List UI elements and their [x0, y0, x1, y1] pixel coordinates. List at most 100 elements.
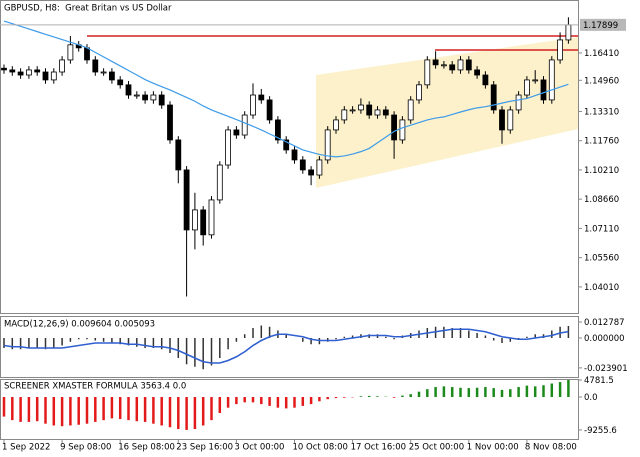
x-tick-label: 17 Oct 16:00 [351, 443, 406, 453]
screener-title: SCREENER XMASTER FORMULA 3563.4 0.0 [4, 382, 186, 392]
y-tick-label: -9255.6 [584, 426, 617, 436]
current-price-box [580, 18, 626, 31]
candle-body [540, 79, 547, 101]
candle-body [133, 94, 140, 97]
candle-body [167, 104, 173, 141]
moving-average [3, 20, 569, 158]
candle-body [440, 64, 447, 67]
candle-body [59, 59, 65, 73]
main-panel-frame [0, 0, 579, 314]
trend-channel [316, 37, 578, 188]
candle-body [17, 71, 24, 76]
candle-body [324, 129, 331, 161]
candle-body [416, 84, 422, 101]
candle-body [175, 139, 182, 171]
candle-body [233, 129, 240, 136]
y-tick-label: -0.023901 [584, 364, 628, 374]
x-tick-label: 9 Sep 08:00 [60, 443, 111, 453]
candle-body [299, 159, 306, 171]
y-tick-label: 1.07110 [584, 224, 619, 234]
y-tick-label: 1.13310 [584, 107, 619, 117]
x-tick-label: 1 Sep 2022 [2, 443, 50, 453]
candle-body [424, 59, 431, 86]
x-tick-label: 10 Oct 08:00 [293, 443, 348, 453]
y-tick-label: 1.14960 [584, 76, 619, 86]
candle-body [333, 119, 339, 131]
candle-body [183, 169, 190, 231]
candle-body [374, 109, 381, 116]
candle-body [490, 84, 497, 111]
candle-body [474, 69, 481, 76]
candle-body [366, 104, 373, 116]
candle-body [341, 109, 348, 121]
candle-body [432, 59, 439, 66]
screener-panel-frame [0, 379, 579, 440]
x-tick-label: 3 Oct 00:00 [234, 443, 284, 453]
candle-body [92, 59, 99, 73]
candle-body [548, 59, 555, 101]
candle-body [499, 109, 505, 131]
candle-body [200, 209, 207, 236]
candle-body [407, 99, 414, 121]
x-tick-label: 25 Oct 00:00 [409, 443, 464, 453]
candle-body [34, 69, 41, 73]
candle-body [250, 94, 256, 116]
current-price-label: 1.17899 [583, 21, 618, 31]
candle-body [50, 71, 57, 81]
candle-body [84, 47, 90, 61]
candle-body [274, 119, 281, 141]
y-tick-label: 0.0 [584, 393, 598, 403]
candle-body [565, 24, 572, 41]
candle-body [117, 79, 124, 86]
x-tick-label: 16 Sep 08:00 [118, 443, 175, 453]
candle-body [142, 94, 149, 101]
candle-body [258, 94, 265, 101]
x-tick-label: 8 Nov 08:00 [525, 443, 577, 453]
y-tick-label: 1.05560 [584, 254, 619, 264]
candle-body [291, 149, 298, 161]
y-tick-label: 1.16410 [584, 49, 619, 59]
candle-body [524, 79, 530, 96]
candle-body [266, 99, 273, 121]
candle-body [158, 94, 165, 106]
candle-body [109, 71, 115, 81]
candle-body [482, 74, 489, 86]
candle-body [25, 69, 32, 76]
candle-body [349, 109, 356, 112]
x-tick-label: 23 Sep 16:00 [176, 443, 233, 453]
candle-body [42, 71, 49, 81]
y-tick-label: 1.04010 [584, 283, 619, 293]
candle-body [225, 129, 232, 166]
chart-title: GBPUSD, H8: Great Britan vs US Dollar [4, 4, 172, 14]
candle-body [515, 94, 522, 111]
y-tick-label: 0.000000 [584, 334, 625, 344]
candle-body [241, 114, 248, 136]
candle-body [382, 109, 389, 116]
candle-body [399, 119, 406, 141]
signal-line [3, 328, 569, 364]
candle-body [457, 59, 464, 71]
candle-body [150, 94, 157, 101]
y-tick-label: 1.11760 [584, 137, 619, 147]
candle-body [316, 159, 323, 176]
candle-body [532, 79, 539, 82]
candle-body [391, 114, 398, 141]
candle-body [208, 199, 215, 236]
candle-body [125, 84, 132, 96]
y-tick-label: 1.10210 [584, 166, 619, 176]
y-tick-label: 1.08660 [584, 195, 619, 205]
candle-body [357, 104, 364, 111]
candle-body [100, 71, 107, 74]
y-tick-label: 0.012787 [584, 318, 625, 328]
y-tick-label: 4781.5 [584, 376, 614, 386]
candle-body [449, 64, 456, 71]
candle-body [465, 59, 472, 71]
candle-body [67, 44, 74, 61]
macd-panel-frame [0, 316, 579, 378]
candle-body [191, 209, 198, 231]
candle-body [557, 39, 563, 61]
macd-title: MACD(12,26,9) 0.009604 0.005093 [4, 320, 155, 330]
candle-body [308, 169, 315, 176]
candle-body [216, 164, 223, 201]
